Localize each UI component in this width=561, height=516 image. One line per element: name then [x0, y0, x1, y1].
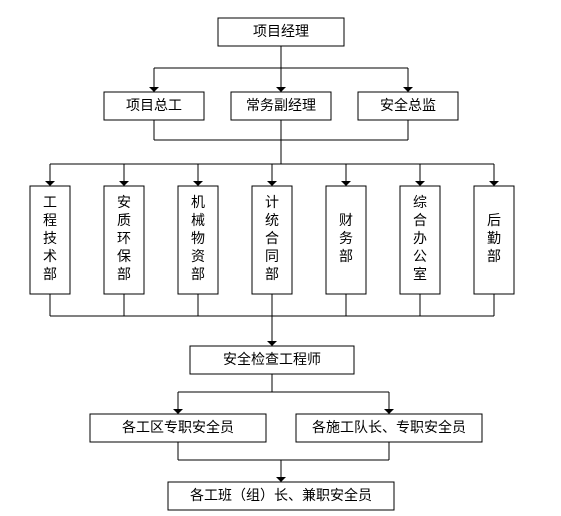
node-label-char: 合: [413, 213, 427, 229]
arrowhead-icon: [173, 409, 183, 414]
node-label-char: 部: [487, 249, 501, 265]
node-d5: 财务部: [326, 186, 366, 294]
arrowhead-icon: [276, 477, 286, 482]
org-chart: 项目经理项目总工常务副经理安全总监工程技术部安质环保部机械物资部计统合同部财务部…: [0, 0, 561, 516]
node-label-char: 部: [191, 267, 205, 283]
node-label-char: 计: [265, 195, 279, 211]
node-label-char: 安: [117, 195, 131, 211]
arrowhead-icon: [45, 181, 55, 186]
arrowhead-icon: [341, 181, 351, 186]
arrowhead-icon: [384, 409, 394, 414]
node-inspector: 安全检查工程师: [190, 346, 354, 374]
node-bottom: 各工班（组）长、兼职安全员: [168, 482, 394, 510]
node-label: 安全总监: [380, 97, 436, 114]
node-label-char: 术: [43, 249, 57, 265]
node-label-char: 资: [191, 249, 205, 265]
node-label-char: 部: [117, 267, 131, 283]
node-label-char: 室: [413, 266, 427, 283]
node-label-char: 部: [339, 249, 353, 265]
node-label-char: 质: [117, 213, 131, 229]
node-label-char: 程: [43, 213, 57, 229]
node-label-char: 务: [339, 231, 353, 247]
node-label-char: 勤: [487, 231, 501, 247]
node-label-char: 物: [191, 231, 205, 247]
node-label-char: 财: [339, 213, 353, 229]
node-safedir: 安全总监: [358, 92, 458, 120]
arrowhead-icon: [267, 181, 277, 186]
node-label: 常务副经理: [246, 98, 316, 114]
node-s2: 各施工队长、专职安全员: [296, 414, 482, 442]
node-label: 各施工队长、专职安全员: [312, 419, 466, 436]
node-label-char: 环: [117, 232, 131, 247]
node-deputy: 常务副经理: [231, 92, 331, 120]
node-label-char: 后: [487, 213, 501, 229]
arrowhead-icon: [267, 341, 277, 346]
arrowhead-icon: [489, 181, 499, 186]
node-label: 安全检查工程师: [223, 351, 321, 368]
node-label-char: 械: [191, 213, 205, 229]
arrowhead-icon: [403, 87, 413, 92]
node-label-char: 同: [265, 250, 279, 265]
node-d4: 计统合同部: [252, 186, 292, 294]
node-label-char: 公: [413, 250, 427, 265]
node-label-char: 部: [265, 267, 279, 283]
nodes: 项目经理项目总工常务副经理安全总监工程技术部安质环保部机械物资部计统合同部财务部…: [30, 18, 514, 510]
node-chief: 项目总工: [104, 92, 204, 120]
node-d3: 机械物资部: [178, 186, 218, 294]
node-label-char: 统: [265, 213, 279, 229]
node-label: 项目总工: [126, 98, 182, 114]
node-label-char: 办: [413, 231, 427, 247]
node-d2: 安质环保部: [104, 186, 144, 294]
arrowhead-icon: [119, 181, 129, 186]
arrowhead-icon: [193, 181, 203, 186]
arrowhead-icon: [415, 181, 425, 186]
node-label-char: 合: [265, 231, 279, 247]
node-label-char: 保: [117, 249, 131, 265]
arrowhead-icon: [276, 87, 286, 92]
node-label-char: 机: [191, 195, 205, 211]
node-label-char: 技: [43, 231, 57, 247]
node-s1: 各工区专职安全员: [90, 414, 266, 442]
node-label: 各工班（组）长、兼职安全员: [190, 487, 372, 504]
node-d6: 综合办公室: [400, 186, 440, 294]
arrowhead-icon: [149, 87, 159, 92]
node-pm: 项目经理: [218, 18, 344, 46]
node-label-char: 工: [43, 196, 57, 211]
node-label: 项目经理: [253, 24, 309, 40]
node-label-char: 综: [413, 195, 427, 211]
node-d1: 工程技术部: [30, 186, 70, 294]
node-label: 各工区专职安全员: [122, 419, 234, 436]
node-label-char: 部: [43, 267, 57, 283]
node-d7: 后勤部: [474, 186, 514, 294]
